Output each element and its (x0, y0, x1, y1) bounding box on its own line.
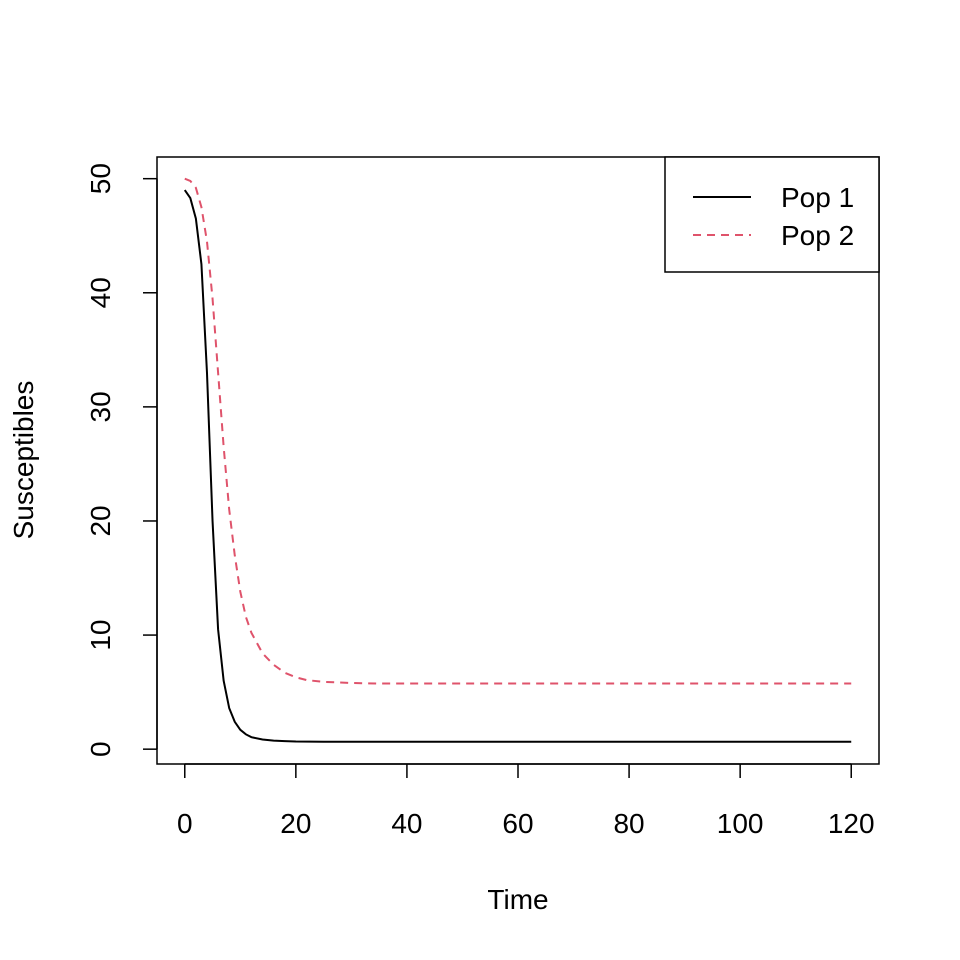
x-tick-label: 80 (613, 808, 644, 839)
legend-label-2: Pop 2 (781, 220, 854, 251)
y-tick-label: 10 (85, 619, 116, 650)
y-axis-label: Susceptibles (8, 381, 39, 540)
series-line-1 (183, 189, 852, 743)
legend-box (664, 156, 880, 273)
x-tick-label: 40 (391, 808, 422, 839)
y-axis: 0 10 20 30 40 50 (85, 163, 158, 757)
series-line-2 (184, 177, 852, 685)
y-tick-label: 20 (85, 505, 116, 536)
x-tick-label: 100 (717, 808, 764, 839)
y-tick-label: 50 (85, 163, 116, 194)
x-tick-label: 0 (177, 808, 193, 839)
plot-lines (183, 177, 852, 743)
y-tick-label: 30 (85, 391, 116, 422)
y-tick-label: 40 (85, 277, 116, 308)
legend: Pop 1 Pop 2 (664, 156, 880, 273)
x-tick-label: 120 (828, 808, 875, 839)
y-tick-label: 0 (85, 741, 116, 757)
x-tick-label: 60 (502, 808, 533, 839)
legend-label-1: Pop 1 (781, 182, 854, 213)
x-axis-label: Time (487, 884, 548, 915)
x-axis: 0 20 40 60 80 100 120 (177, 763, 875, 839)
x-tick-label: 20 (280, 808, 311, 839)
